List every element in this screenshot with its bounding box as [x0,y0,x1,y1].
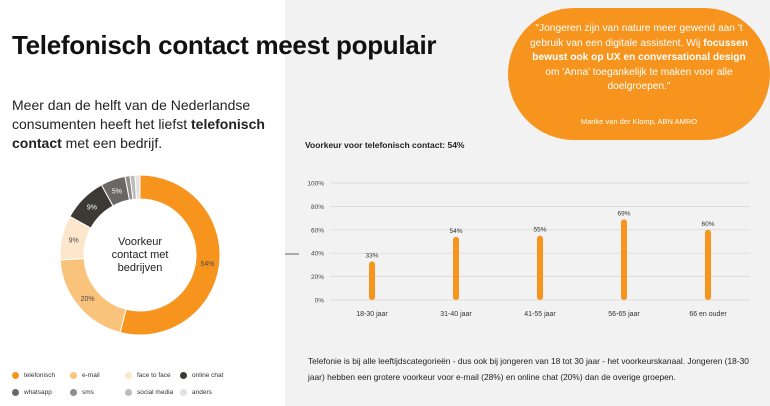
legend-item-sms: sms [70,389,94,396]
quote-highlight: focussen bewust ook op UX en conversatio… [532,37,748,64]
y-tick-label: 40% [311,251,324,258]
intro-text: Meer dan de helft van de Nederlandse con… [12,96,302,153]
legend-item-online-chat: online chat [180,372,223,379]
legend-swatch [12,389,19,396]
donut-chart: 54% 20% 9% 9% 5% Voorkeur contact met bedrij… [59,174,221,336]
legend-swatch [70,372,77,379]
donut-data-label-whatsapp: 5% [112,189,122,196]
legend-swatch [70,389,77,396]
legend-label: sms [82,389,94,396]
legend-swatch [180,389,187,396]
legend-label: online chat [192,372,224,379]
donut-data-label-online-chat: 9% [87,204,97,211]
legend-label: face to face [137,372,171,379]
legend-swatch [180,372,187,379]
x-tick-label: 56-65 jaar [608,311,640,318]
bar-4 [621,219,627,300]
donut-data-label-face-to-face: 9% [69,238,79,245]
y-tick-label: 20% [311,274,324,281]
page-title: Telefonisch contact meest populair [12,30,437,60]
intro-text-start: Meer dan de helft van de Nederlandse con… [12,97,251,132]
bar-data-label: 54% [449,228,462,235]
legend-item-email: e-mail [70,372,100,379]
y-tick-label: 0% [315,298,325,305]
intro-text-end: met een bedrijf. [61,135,163,151]
legend-item-anders: anders [180,389,212,396]
donut-slice-telefonisch [119,174,221,336]
bar-chart-title: Voorkeur voor telefonisch contact: 54% [305,140,465,150]
legend-item-telefonisch: telefonisch [12,372,55,379]
y-tick-label: 80% [311,204,324,211]
bar-1 [369,261,375,300]
legend-item-face-to-face: face to face [125,372,171,379]
bar-2 [453,236,459,300]
legend-swatch [12,372,19,379]
x-tick-label: 66 en ouder [689,311,727,318]
quote-author: Marike van der Klomp, ABN AMRO [580,117,698,126]
legend-swatch [125,372,132,379]
donut-center-label-line-1: Voorkeur [118,236,162,248]
legend-label: social media [137,389,174,396]
legend-label: whatsapp [24,389,52,396]
y-tick-label: 60% [311,227,324,234]
legend-item-social-media: social media [125,389,173,396]
footnote: Telefonie is bij alle leeftijdscategorie… [308,356,749,382]
bar-5 [705,229,711,300]
x-tick-label: 41-55 jaar [524,311,556,318]
legend-item-whatsapp: whatsapp [12,389,52,396]
bar-data-label: 69% [617,210,630,217]
intro-highlight: telefonisch contact [12,116,265,151]
x-tick-label: 18-30 jaar [356,311,388,318]
y-tick-label: 100% [307,181,324,188]
donut-data-label-email: 20% [81,296,95,303]
x-tick-label: 31-40 jaar [440,311,472,318]
bar-data-label: 60% [701,221,714,228]
bar-data-label: 33% [365,252,378,259]
legend-label: telefonisch [24,372,56,379]
legend-swatch [125,389,132,396]
donut-center-label-line-3: bedrijven [118,262,163,274]
bar-data-label: 55% [533,227,546,234]
donut-center-label-line-2: contact met [112,249,169,261]
donut-slice-anders [134,174,141,200]
quote-bubble [508,8,770,140]
quote-text-end: om 'Anna' toegankelijk te maken voor all… [545,66,733,93]
legend-label: e-mail [82,372,100,379]
quote-text: "Jongeren zijn van nature meer gewend aa… [525,22,753,95]
donut-data-label-telefonisch: 54% [200,261,214,268]
legend-label: anders [192,389,212,396]
bar-chart: 0% 20% 40% 60% 80% 100% 33% 18-30 jaar 54% 31-40 … [285,181,750,318]
bar-3 [537,235,543,300]
quote-text-start: "Jongeren zijn van nature meer gewend aa… [529,23,743,49]
